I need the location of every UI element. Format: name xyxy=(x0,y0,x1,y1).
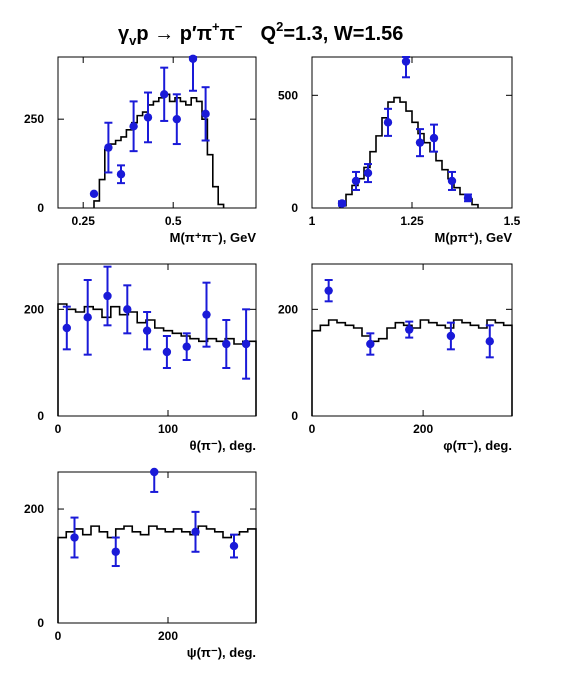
data-point xyxy=(415,138,425,147)
histogram-mc xyxy=(311,319,513,416)
data-point xyxy=(463,193,473,203)
y-tick-label: 0 xyxy=(37,201,44,215)
data-point xyxy=(160,90,169,99)
data-point xyxy=(405,325,414,334)
data-point xyxy=(129,122,138,131)
data-point xyxy=(62,323,71,333)
data-point xyxy=(182,342,191,351)
histogram-mc xyxy=(57,303,257,416)
x-tick-label: 0 xyxy=(55,629,62,643)
data-point xyxy=(366,339,375,349)
data-point xyxy=(337,199,347,208)
data-point xyxy=(447,176,457,186)
histogram-mc xyxy=(339,96,479,208)
data-point xyxy=(446,331,456,341)
x-tick-label: 100 xyxy=(158,422,178,436)
data-point xyxy=(116,170,126,179)
data-point xyxy=(162,347,172,357)
title-reaction: p → p′π xyxy=(136,23,212,45)
data-point xyxy=(83,313,92,322)
title-pi: π xyxy=(220,23,235,45)
plots-layer: 0.25 0.5 0 250 M(π⁺π⁻), GeV 1 1.25 1.5 0 500 M(pπ⁺… xyxy=(24,54,521,660)
title-rest: =1.3, W=1.56 xyxy=(283,23,403,45)
data-point xyxy=(363,168,373,178)
data-point xyxy=(383,118,393,127)
title-pi-plus: + xyxy=(212,19,220,34)
data-point xyxy=(202,310,211,319)
data-point xyxy=(229,541,239,551)
x-tick-label: 0.25 xyxy=(72,214,96,228)
x-tick-label: 200 xyxy=(158,629,178,643)
title-gamma: γ xyxy=(118,23,130,45)
y-tick-label: 500 xyxy=(278,88,298,102)
x-axis-label: M(pπ⁺), GeV xyxy=(435,230,513,245)
data-point xyxy=(111,547,120,556)
plot-frame xyxy=(311,263,513,417)
panel-m_ppi: 1 1.25 1.5 0 500 M(pπ⁺), GeV xyxy=(278,56,521,245)
x-tick-label: 200 xyxy=(413,422,433,436)
panel-phi: 0 200 0 200 φ(π⁻), deg. xyxy=(278,263,513,453)
data-point xyxy=(104,143,113,152)
data-point xyxy=(142,326,152,335)
data-point xyxy=(201,109,210,119)
data-point xyxy=(89,189,99,198)
x-axis-label: M(π⁺π⁻), GeV xyxy=(170,230,257,245)
plot-frame xyxy=(311,56,513,209)
y-tick-label: 0 xyxy=(37,616,44,630)
y-tick-label: 200 xyxy=(24,302,44,316)
x-tick-label: 1.25 xyxy=(400,214,424,228)
panel-m_pipi: 0.25 0.5 0 250 M(π⁺π⁻), GeV xyxy=(24,54,257,245)
data-point xyxy=(324,286,333,295)
data-point xyxy=(191,527,200,537)
data-point xyxy=(150,467,159,477)
y-tick-label: 250 xyxy=(24,112,44,126)
data-point xyxy=(429,133,439,143)
x-tick-label: 0 xyxy=(55,422,62,436)
panel-theta: 0 100 0 200 θ(π⁻), deg. xyxy=(24,263,257,453)
title-gamma-sub: v xyxy=(129,33,137,48)
y-tick-label: 0 xyxy=(291,201,298,215)
plot-frame xyxy=(57,56,257,209)
y-tick-label: 0 xyxy=(37,409,44,423)
x-tick-label: 0 xyxy=(309,422,316,436)
y-tick-label: 200 xyxy=(278,302,298,316)
data-point xyxy=(123,305,132,314)
panel-psi: 0 200 0 200 ψ(π⁻), deg. xyxy=(24,467,257,660)
data-point xyxy=(103,291,112,301)
data-point xyxy=(401,57,411,66)
data-point xyxy=(188,54,198,63)
data-point xyxy=(241,339,251,349)
y-tick-label: 200 xyxy=(24,502,44,516)
data-point xyxy=(222,339,231,349)
x-axis-label: θ(π⁻), deg. xyxy=(190,438,256,453)
x-axis-label: φ(π⁻), deg. xyxy=(443,438,512,453)
data-point xyxy=(172,114,181,124)
y-tick-label: 0 xyxy=(291,409,298,423)
histogram-mc xyxy=(93,93,225,208)
data-point xyxy=(351,176,361,186)
data-point xyxy=(485,337,494,346)
x-axis-label: ψ(π⁻), deg. xyxy=(187,645,256,660)
x-tick-label: 0.5 xyxy=(165,214,182,228)
x-tick-label: 1.5 xyxy=(504,214,521,228)
x-tick-label: 1 xyxy=(309,214,316,228)
title-q-sup: 2 xyxy=(276,19,283,34)
data-point xyxy=(143,113,153,122)
figure-title: γvp → p′π+π− Q2=1.3, W=1.56 xyxy=(118,19,403,48)
histogram-mc xyxy=(57,525,257,623)
title-pi-minus: − xyxy=(235,19,243,34)
plot-frame xyxy=(57,471,257,624)
title-q: Q xyxy=(261,23,277,45)
data-point xyxy=(70,533,79,542)
